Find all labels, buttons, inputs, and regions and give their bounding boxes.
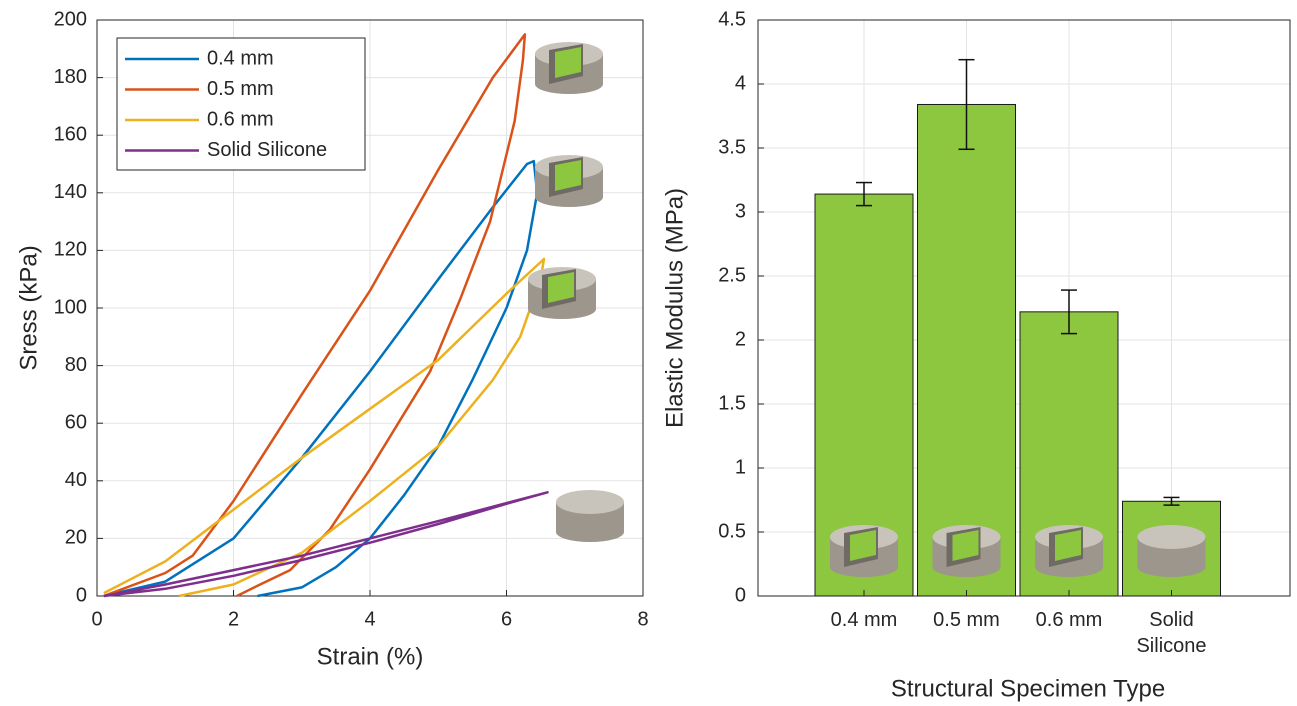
y-tick-label: 40: [65, 469, 87, 491]
x-tick-label: 2: [228, 608, 239, 630]
x-axis-label: Structural Specimen Type: [891, 675, 1165, 702]
chart: 02468020406080100120140160180200Strain (…: [0, 0, 1297, 706]
y-tick-label: 0: [735, 584, 746, 606]
y-tick-label: 180: [54, 66, 87, 88]
y-tick-label: 100: [54, 296, 87, 318]
y-axis-label: Elastic Modulus (MPa): [661, 188, 688, 428]
y-tick-label: 1: [735, 456, 746, 478]
data-line: [104, 259, 544, 596]
y-tick-label: 160: [54, 123, 87, 145]
y-tick-label: 1.5: [718, 392, 746, 414]
x-tick-label: 0.6 mm: [1019, 607, 1119, 633]
icon-bottom: [556, 522, 624, 542]
y-axis-label: Sress (kPa): [15, 245, 42, 370]
specimen-icon: [1138, 525, 1206, 577]
specimen-icon: [933, 525, 1001, 577]
specimen-icon: [528, 267, 596, 319]
y-tick-label: 0: [76, 584, 87, 606]
x-tick-label: 0: [91, 608, 102, 630]
y-tick-label: 4: [735, 72, 746, 94]
x-axis-label: Strain (%): [317, 643, 424, 670]
y-tick-label: 3.5: [718, 136, 746, 158]
x-tick-label: 6: [501, 608, 512, 630]
y-tick-label: 200: [54, 8, 87, 30]
y-tick-label: 140: [54, 181, 87, 203]
figure: 02468020406080100120140160180200Strain (…: [0, 0, 1297, 706]
y-tick-label: 120: [54, 239, 87, 261]
legend-label: Solid Silicone: [207, 139, 327, 161]
x-tick-label: 4: [364, 608, 375, 630]
specimen-icon: [556, 490, 624, 542]
y-tick-label: 4.5: [718, 8, 746, 30]
icon-top: [1138, 525, 1206, 549]
bar: [918, 104, 1016, 596]
legend-label: 0.4 mm: [207, 47, 274, 69]
icon-bottom: [1138, 557, 1206, 577]
icon-top: [556, 490, 624, 514]
y-tick-label: 0.5: [718, 520, 746, 542]
x-tick-label: 0.4 mm: [814, 607, 914, 633]
x-tick-label: 8: [637, 608, 648, 630]
data-line: [104, 161, 537, 596]
specimen-icon: [1035, 525, 1103, 577]
specimen-icon: [535, 42, 603, 94]
y-tick-label: 80: [65, 354, 87, 376]
y-tick-label: 60: [65, 411, 87, 433]
x-tick-label: Solid Silicone: [1122, 607, 1222, 659]
y-tick-label: 2: [735, 328, 746, 350]
data-line: [104, 492, 548, 596]
x-tick-label: 0.5 mm: [917, 607, 1017, 633]
legend-label: 0.5 mm: [207, 78, 274, 100]
legend-label: 0.6 mm: [207, 108, 274, 130]
specimen-icon: [535, 155, 603, 207]
specimen-icon: [830, 525, 898, 577]
y-tick-label: 3: [735, 200, 746, 222]
y-tick-label: 20: [65, 527, 87, 549]
y-tick-label: 2.5: [718, 264, 746, 286]
